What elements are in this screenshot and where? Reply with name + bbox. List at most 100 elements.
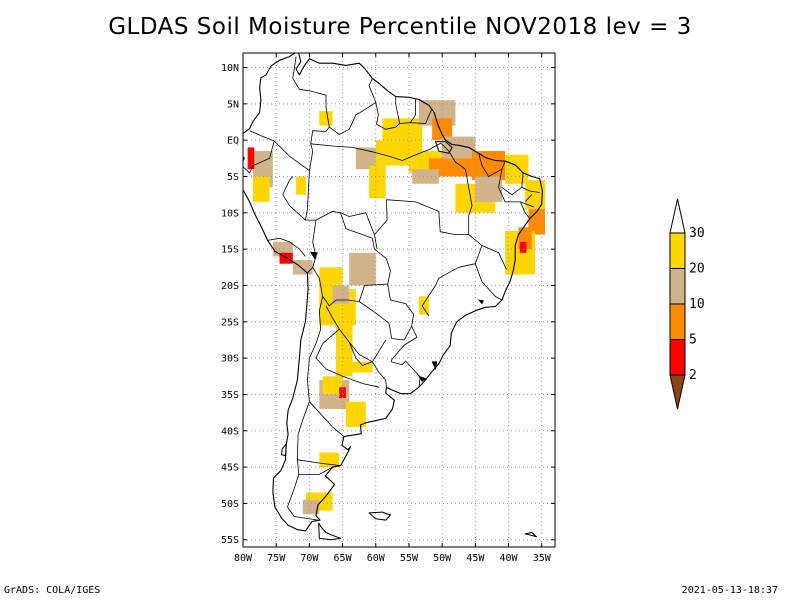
political-border: [410, 109, 432, 124]
percentile-patch-tan: [355, 147, 376, 170]
y-tick-label: 10N: [221, 63, 239, 74]
legend-label: 20: [689, 262, 705, 277]
political-border: [292, 56, 330, 171]
map-title: GLDAS Soil Moisture Percentile NOV2018 l…: [108, 14, 692, 40]
y-tick-label: 15S: [221, 245, 239, 256]
island-outline: [435, 141, 453, 154]
lake: [431, 361, 438, 371]
political-border: [399, 99, 417, 124]
grid-lines: [243, 53, 555, 547]
x-tick-label: 40W: [500, 553, 519, 564]
legend-swatch: [669, 339, 686, 376]
political-border: [358, 283, 415, 341]
legend-swatch-lowest: [669, 374, 686, 410]
y-tick-label: 50S: [221, 499, 239, 510]
political-border: [315, 357, 380, 388]
y-tick-label: 25S: [221, 317, 239, 328]
political-border: [315, 328, 340, 359]
percentile-patch-yellow: [345, 361, 373, 373]
percentile-patch-tan: [412, 169, 439, 184]
island-outline: [524, 532, 537, 538]
political-border: [390, 326, 418, 362]
x-tick-label: 45W: [466, 553, 485, 564]
percentile-patch-red: [519, 241, 527, 253]
y-tick-label: 35S: [221, 390, 239, 401]
political-border: [521, 172, 540, 193]
political-border: [340, 212, 375, 235]
political-border: [390, 360, 421, 388]
percentile-patch-yellow: [319, 111, 333, 126]
percentile-patch-red: [279, 252, 293, 264]
legend-label: 2: [689, 368, 697, 383]
political-border: [309, 401, 345, 437]
percentile-patch-yellow: [525, 180, 546, 210]
legend-swatch: [669, 232, 686, 269]
political-border: [435, 245, 483, 286]
political-border: [298, 466, 333, 475]
geography-outlines: [243, 53, 543, 541]
percentile-patch-yellow: [375, 140, 409, 166]
percentile-patch-tan: [442, 136, 476, 159]
political-border: [348, 341, 373, 366]
percentile-patch-red: [339, 387, 346, 399]
y-tick-label: 20S: [221, 281, 239, 292]
x-tick-label: 65W: [334, 553, 353, 564]
percentile-patch-yellow: [322, 376, 343, 395]
legend-label: 10: [689, 297, 705, 312]
political-border: [421, 285, 436, 317]
legend-label: 5: [689, 333, 697, 348]
x-tick-label: 50W: [433, 553, 452, 564]
political-border: [329, 78, 377, 135]
coastline: [243, 53, 543, 532]
political-border: [243, 140, 275, 174]
x-tick-label: 35W: [533, 553, 552, 564]
political-border: [267, 237, 306, 257]
y-tick-label: 45S: [221, 463, 239, 474]
x-tick-label: 75W: [267, 553, 286, 564]
lake: [309, 251, 318, 260]
percentile-patch-tan: [332, 285, 350, 304]
legend-swatch: [669, 268, 686, 305]
political-border: [304, 170, 317, 274]
political-border: [297, 459, 341, 466]
axis-ticks: 80W 75W 70W 65W 60W 55W 50W 45W 40W 35W 10N 5N EQ 5S 1…: [221, 53, 555, 564]
political-border: [501, 187, 523, 196]
percentile-patch-red: [247, 147, 255, 170]
y-tick-label: EQ: [227, 136, 239, 147]
y-tick-label: 5N: [227, 99, 239, 110]
plot-frame: [242, 52, 556, 548]
percentile-patch-tan: [349, 252, 376, 286]
grads-credit: GrADS: COLA/IGES: [4, 585, 101, 596]
percentile-patch-yellow: [345, 401, 366, 428]
political-border: [325, 305, 373, 363]
political-border: [310, 143, 403, 161]
political-border: [373, 199, 388, 250]
political-border: [287, 296, 324, 521]
percentile-patch-yellow: [296, 176, 307, 195]
y-tick-label: 30S: [221, 354, 239, 365]
x-tick-label: 70W: [300, 553, 319, 564]
political-border: [282, 176, 306, 221]
island-outline: [318, 522, 342, 541]
political-border: [474, 263, 503, 301]
x-tick-label: 60W: [367, 553, 386, 564]
percentile-patch-orange: [428, 158, 473, 177]
legend-label: 30: [689, 226, 705, 241]
percentile-patch-tan: [292, 260, 313, 275]
x-tick-label: 80W: [234, 553, 253, 564]
y-tick-label: 5S: [227, 172, 239, 183]
political-border: [402, 142, 470, 188]
percentile-patch-orange: [472, 151, 506, 181]
island-outline: [281, 443, 287, 456]
y-tick-label: 55S: [221, 535, 239, 546]
y-tick-label: 10S: [221, 208, 239, 219]
percentile-patch-yellow: [319, 267, 343, 290]
legend-swatch: [669, 303, 686, 340]
percentile-patch-yellow: [252, 176, 270, 202]
political-border: [312, 210, 391, 307]
political-border: [375, 96, 401, 130]
legend-swatch-highest: [669, 198, 686, 234]
percentile-patch-yellow: [335, 321, 353, 351]
political-border: [478, 153, 506, 177]
